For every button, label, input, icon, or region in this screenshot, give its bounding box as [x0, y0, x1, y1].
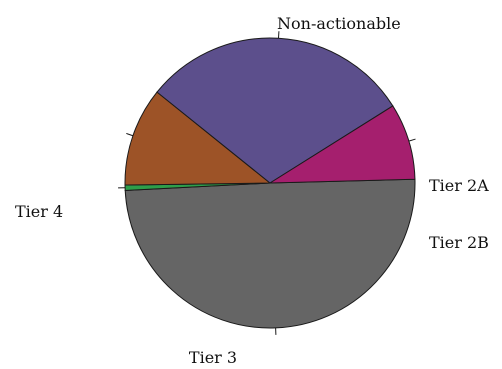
slice-label-tier-3: Tier 3: [189, 348, 237, 367]
slice-label-non-actionable: Non-actionable: [277, 14, 401, 33]
slice-label-tier-2b: Tier 2B: [429, 233, 489, 252]
pie-slices: [124, 37, 416, 329]
pie-labels: Non-actionable Tier 2A Tier 2B Tier 3 Tier 4: [15, 14, 489, 367]
slice-label-tier-2a: Tier 2A: [429, 176, 489, 195]
slice-label-tier-4: Tier 4: [15, 202, 63, 221]
pie-slice-non-actionable: [124, 178, 416, 329]
pie-leader-lines: [118, 31, 416, 335]
leader-line-tier-4: [408, 138, 416, 142]
leader-line-tier-2b: [126, 132, 134, 137]
pie-slice-tier-4: [268, 105, 416, 184]
pie-slice-tier-3: [156, 37, 394, 184]
